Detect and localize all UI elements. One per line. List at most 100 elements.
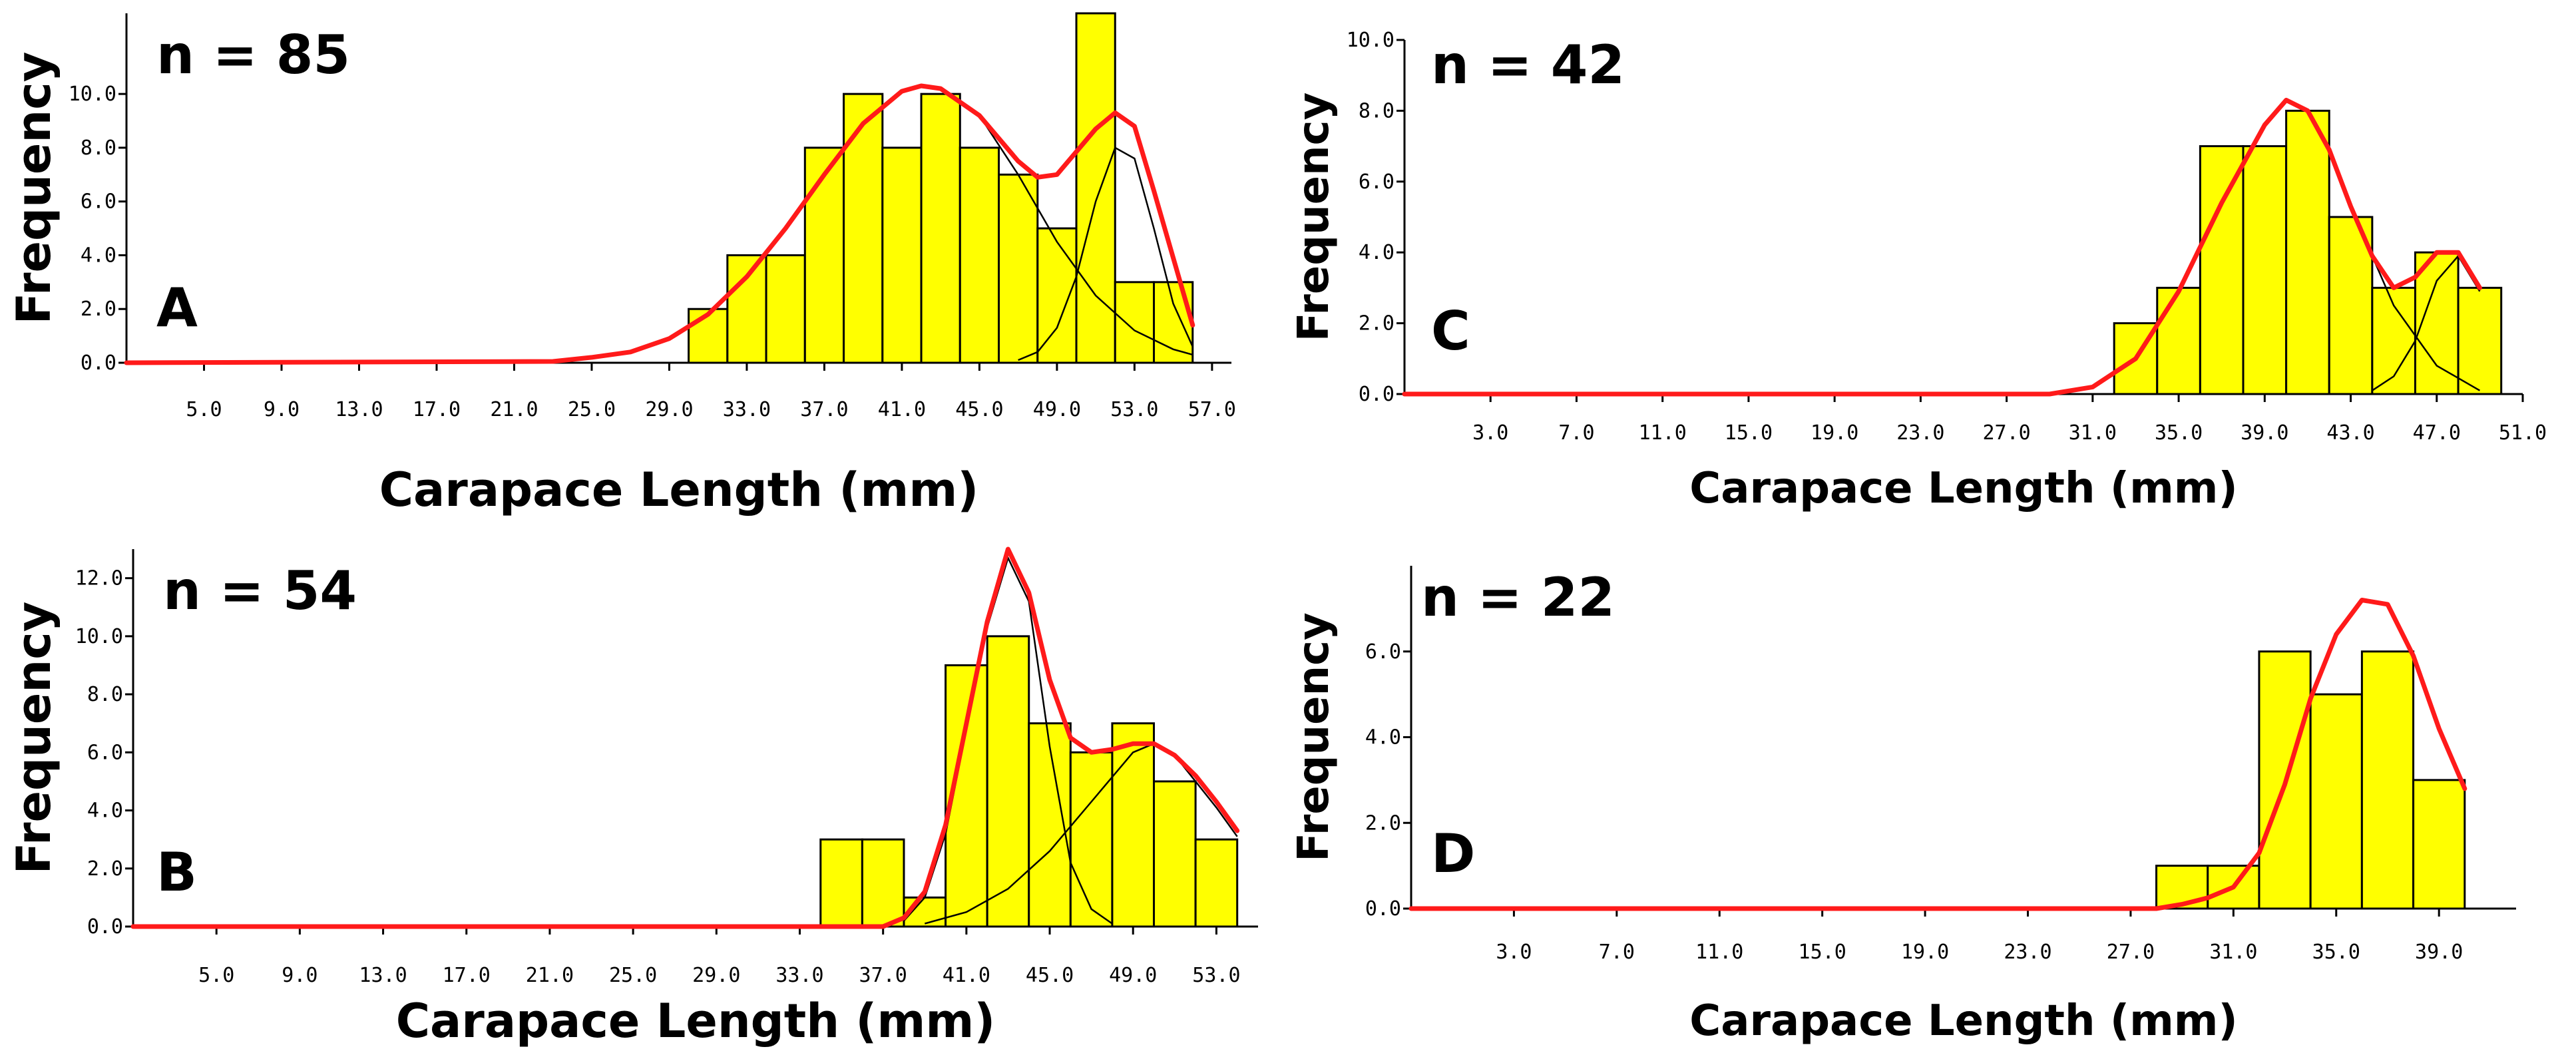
- x-tick-label: 45.0: [1026, 964, 1074, 987]
- x-tick-label: 15.0: [1799, 941, 1846, 964]
- panel-letter: A: [156, 277, 198, 339]
- histogram-bar: [843, 93, 884, 364]
- x-tick-label: 29.0: [692, 964, 740, 987]
- sample-size-label: n = 22: [1421, 566, 1615, 628]
- histogram-bar: [1153, 780, 1197, 928]
- panel-c: 0.0 2.0 4.0 6.0 8.0 10.0 3.0 7.0 11.0 15.0 19.0 23.…: [1289, 29, 2547, 513]
- panel-letter: C: [1431, 300, 1470, 362]
- x-tick-label: 33.0: [775, 964, 823, 987]
- x-tick-label: 57.0: [1188, 398, 1236, 421]
- x-axis-title: Carapace Length (mm): [1689, 464, 2237, 513]
- x-tick-label: 25.0: [609, 964, 657, 987]
- histogram-bar: [959, 146, 1000, 364]
- histogram-bar: [2242, 145, 2288, 395]
- sample-size-label: n = 42: [1431, 34, 1625, 96]
- x-tick-label: 15.0: [1725, 421, 1773, 445]
- x-tick-label: 23.0: [1896, 421, 1944, 445]
- panel-a: 0.0 2.0 4.0 6.0 8.0 10.0 5.0 9.0 13.0 17.0 21.0 25.…: [7, 12, 1236, 517]
- x-tick-label: 21.0: [526, 964, 574, 987]
- histogram-bar: [1194, 838, 1239, 928]
- total-fit-curve: [130, 546, 1240, 929]
- histogram-bar: [1153, 281, 1194, 364]
- y-tick-label: 10.0: [1347, 29, 1395, 52]
- histogram-bar: [803, 146, 845, 364]
- histogram-bar: [1028, 722, 1072, 928]
- y-tick-label: 8.0: [87, 683, 123, 706]
- x-tick-label: 43.0: [2326, 421, 2374, 445]
- panel-b: 0.0 2.0 4.0 6.0 8.0 10.0 12.0 5.0 9.0 13.0 17.0 21.…: [7, 546, 1258, 1048]
- y-tick-label: 0.0: [87, 915, 123, 939]
- sample-size-label: n = 85: [156, 24, 350, 86]
- x-axis-title: Carapace Length (mm): [396, 994, 996, 1048]
- histogram-bar: [819, 838, 863, 928]
- x-tick-label: 39.0: [2241, 421, 2288, 445]
- x-tick-label: 3.0: [1496, 941, 1532, 964]
- x-tick-label: 53.0: [1192, 964, 1240, 987]
- x-tick-label: 13.0: [335, 398, 383, 421]
- x-tick-label: 7.0: [1599, 941, 1635, 964]
- histogram-bar: [1069, 751, 1114, 928]
- histogram-bar: [881, 146, 923, 364]
- x-tick-label: 47.0: [2413, 421, 2461, 445]
- x-tick-label: 7.0: [1558, 421, 1594, 445]
- histogram-bar: [986, 635, 1030, 928]
- x-tick-label: 19.0: [1901, 941, 1949, 964]
- component-fit-curve: [1018, 146, 1193, 361]
- y-tick-label: 6.0: [81, 190, 116, 214]
- x-tick-label: 39.0: [2415, 941, 2463, 964]
- x-tick-label: 29.0: [645, 398, 693, 421]
- x-tick-label: 37.0: [800, 398, 848, 421]
- y-tick-label: 10.0: [75, 625, 123, 648]
- y-tick-label: 12.0: [75, 567, 123, 590]
- histogram-bar: [2156, 286, 2201, 395]
- x-tick-label: 17.0: [443, 964, 491, 987]
- y-tick-label: 0.0: [1359, 383, 1395, 406]
- histogram-bar: [2309, 693, 2363, 910]
- y-tick-label: 8.0: [81, 136, 116, 160]
- x-tick-label: 27.0: [1982, 421, 2030, 445]
- x-tick-label: 35.0: [2312, 941, 2360, 964]
- x-axis-title: Carapace Length (mm): [1689, 996, 2237, 1046]
- panel-letter: B: [156, 841, 197, 903]
- x-tick-label: 35.0: [2155, 421, 2203, 445]
- panel-letter: D: [1431, 823, 1475, 885]
- y-tick-label: 0.0: [1365, 897, 1401, 921]
- y-tick-label: 4.0: [1359, 241, 1395, 264]
- x-tick-label: 41.0: [878, 398, 926, 421]
- x-axis-title: Carapace Length (mm): [379, 463, 979, 517]
- y-axis-title: Frequency: [7, 602, 61, 875]
- x-tick-label: 21.0: [490, 398, 538, 421]
- histogram-bar: [2199, 145, 2245, 395]
- y-tick-label: 4.0: [81, 244, 116, 267]
- total-fit-curve: [1408, 598, 2468, 911]
- y-tick-label: 2.0: [1359, 312, 1395, 335]
- y-tick-label: 2.0: [81, 298, 116, 321]
- x-tick-label: 5.0: [198, 964, 234, 987]
- x-tick-label: 49.0: [1033, 398, 1081, 421]
- y-tick-label: 6.0: [87, 741, 123, 764]
- x-tick-label: 31.0: [2209, 941, 2257, 964]
- x-tick-label: 5.0: [186, 398, 222, 421]
- histogram-bar: [861, 838, 905, 928]
- histogram-bar: [1111, 722, 1156, 928]
- x-tick-label: 3.0: [1472, 421, 1508, 445]
- x-tick-label: 19.0: [1811, 421, 1858, 445]
- histogram-bar: [1075, 12, 1116, 364]
- x-tick-label: 11.0: [1639, 421, 1687, 445]
- x-tick-label: 37.0: [859, 964, 907, 987]
- histogram-bar: [2360, 650, 2415, 910]
- histogram-bar: [1114, 281, 1156, 364]
- x-tick-label: 9.0: [282, 964, 318, 987]
- x-tick-label: 41.0: [943, 964, 990, 987]
- histogram-bar: [726, 254, 767, 364]
- x-tick-label: 49.0: [1109, 964, 1157, 987]
- histogram-bar: [2457, 286, 2503, 395]
- y-tick-label: 10.0: [69, 83, 116, 106]
- y-axis-title: Frequency: [7, 52, 61, 325]
- histogram-bar: [688, 308, 729, 364]
- component-fit-curve: [924, 742, 1238, 925]
- y-tick-label: 0.0: [81, 351, 116, 375]
- histogram-bar: [2285, 109, 2330, 395]
- x-tick-label: 45.0: [955, 398, 1003, 421]
- y-tick-label: 6.0: [1365, 640, 1401, 664]
